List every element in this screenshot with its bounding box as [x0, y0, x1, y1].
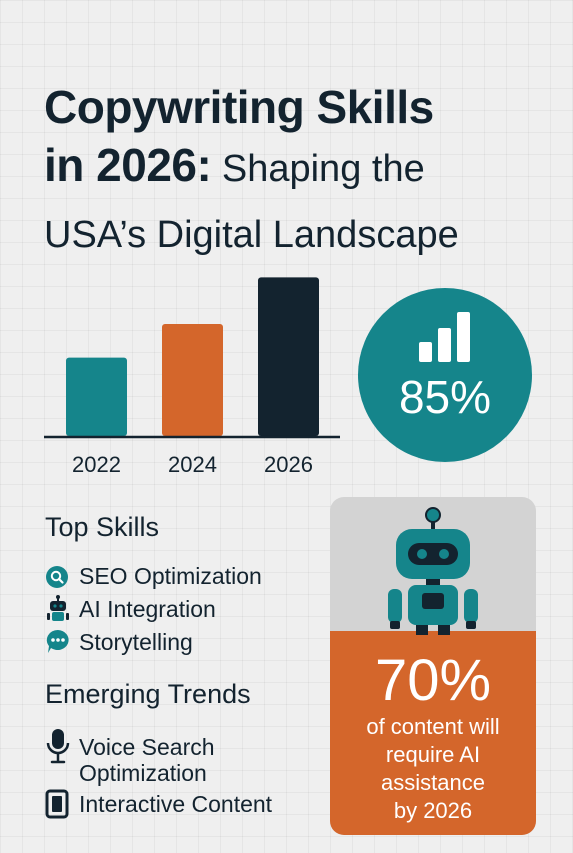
- trend-label: Voice Search: [79, 733, 215, 760]
- ai-stat-value: 70%: [374, 648, 492, 713]
- skill-label: AI Integration: [79, 595, 216, 622]
- title-line-2: in 2026: Shaping the: [44, 136, 544, 206]
- x-tick-label: 2022: [72, 452, 121, 477]
- title-line-2-bold: in 2026:: [44, 139, 212, 191]
- x-tick-label: 2026: [264, 452, 313, 477]
- skill-label: SEO Optimization: [79, 563, 262, 589]
- list-item: Voice Search: [45, 727, 215, 767]
- list-item: Interactive Content: [45, 789, 272, 819]
- ai-stat-card: 70% of content will require AI assistanc…: [330, 497, 536, 835]
- robot-icon: [388, 507, 478, 635]
- list-item: SEO Optimization: [45, 563, 262, 590]
- caption-line: by 2026: [393, 798, 473, 823]
- list-item: Optimization: [79, 760, 207, 787]
- title-line-2-rest: Shaping the: [211, 148, 425, 190]
- microphone-icon: [45, 727, 79, 767]
- stat-circle-value: 85%: [398, 371, 492, 423]
- bar-chart: 2022 2024 2026: [44, 277, 340, 477]
- ai-stat-caption: of content will require AI assistance by…: [338, 713, 528, 825]
- list-item: AI Integration: [45, 595, 216, 623]
- title-line-1: Copywriting Skills: [44, 81, 434, 133]
- search-icon: [45, 565, 79, 589]
- chat-bubble-icon: [45, 628, 79, 656]
- stat-circle: 85%: [358, 288, 532, 462]
- caption-line: of content will: [366, 714, 500, 739]
- caption-line: assistance: [381, 770, 485, 795]
- x-tick-label: 2024: [168, 452, 217, 477]
- bar-2026: [258, 277, 319, 436]
- robot-icon: [45, 595, 79, 623]
- trend-label: Optimization: [79, 760, 207, 786]
- card-accent-panel: [330, 631, 536, 835]
- caption-line: require AI: [385, 742, 481, 767]
- top-skills-heading: Top Skills: [45, 512, 160, 542]
- tablet-icon: [45, 789, 79, 819]
- list-item: Storytelling: [45, 628, 193, 656]
- bar-2022: [66, 357, 127, 436]
- skill-label: Storytelling: [79, 628, 193, 655]
- page-title: Copywriting Skills in 2026: Shaping the …: [44, 78, 544, 264]
- bar-chart-icon: [419, 312, 470, 362]
- title-line-3: USA’s Digital Landscape: [44, 214, 459, 256]
- emerging-trends-heading: Emerging Trends: [45, 679, 251, 709]
- trend-label: Interactive Content: [79, 790, 273, 817]
- bar-2024: [162, 324, 223, 436]
